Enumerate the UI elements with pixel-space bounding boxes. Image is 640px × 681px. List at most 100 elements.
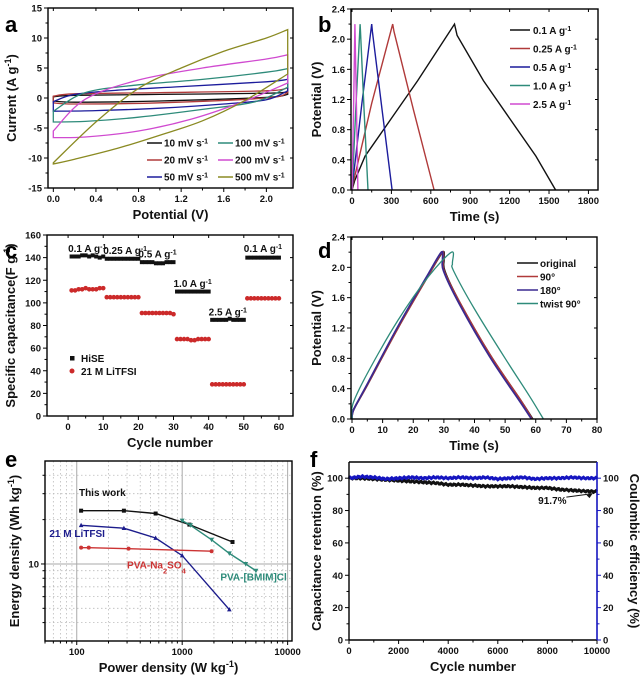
x-tick-label: 1000: [172, 647, 193, 658]
legend-label: 0.5 A g-1: [533, 63, 571, 75]
legend-label: 0.25 A g-1: [533, 44, 577, 56]
ragone-point: [179, 518, 185, 524]
litfsi-point: [171, 311, 176, 317]
y-tick-label: 1.6: [332, 293, 345, 304]
x-tick-label: 2000: [388, 646, 409, 657]
ragone-point: [86, 545, 91, 550]
ragone-point: [243, 561, 249, 567]
litfsi-point: [86, 287, 92, 292]
y-axis-title: Energy density (Wh kg-1): [6, 475, 22, 628]
y-tick-label: 0.8: [332, 125, 345, 136]
litfsi-point: [167, 310, 173, 316]
litfsi-point: [241, 382, 247, 387]
x-axis-title: Time (s): [450, 209, 500, 224]
panel-letter-c: c: [5, 238, 17, 263]
x-tick-label: 10: [98, 422, 109, 433]
x-tick-label: 0: [65, 422, 70, 433]
y-tick-label: 2.4: [332, 5, 346, 16]
series-label: PVA-Na2SO4: [127, 561, 187, 576]
x-tick-label: 50: [239, 422, 250, 433]
ragone-point: [121, 508, 126, 513]
litfsi-point: [276, 296, 282, 301]
litfsi-point: [150, 310, 155, 316]
y-tick-label-right: 80: [603, 506, 614, 517]
litfsi-point: [153, 310, 159, 316]
gcd-curve: [351, 250, 533, 420]
legend-marker: [69, 368, 75, 374]
coulombic-series: [347, 473, 598, 482]
litfsi-point: [164, 310, 169, 316]
x-axis-title: Cycle number: [127, 435, 213, 450]
y-tick-label: 5: [37, 64, 43, 75]
rate-label: 0.1 A g-1: [244, 243, 282, 255]
legend: 10 mV s-1 100 mV s-1 20 mV s-1 200 mV s-1 50…: [147, 138, 285, 184]
litfsi-point: [129, 294, 134, 300]
litfsi-point: [206, 336, 211, 342]
panel-letter-d: d: [318, 238, 331, 263]
x-tick-label: 10: [377, 425, 388, 436]
rate-label: 0.1 A g-1: [68, 243, 106, 255]
gcd-curve: [350, 251, 544, 420]
y-tick-label-right: 20: [603, 603, 614, 614]
litfsi-point: [72, 288, 78, 293]
rate-label: 0.5 A g-1: [138, 249, 176, 261]
x-tick-label: 1.6: [217, 194, 230, 205]
litfsi-point: [178, 336, 183, 342]
y-tick-label-right: 60: [603, 538, 614, 549]
gcd-curve: [351, 22, 557, 191]
litfsi-point: [259, 296, 264, 301]
legend-label: twist 90°: [540, 300, 581, 311]
y-tick-label: 1.6: [332, 65, 345, 76]
y-tick-label: 160: [25, 231, 41, 242]
y-tick-label: 1.2: [332, 324, 345, 335]
y-tick-label: 60: [332, 538, 343, 549]
y-tick-label: 0: [338, 636, 343, 647]
ragone-point: [126, 546, 131, 551]
litfsi-point: [262, 296, 268, 301]
litfsi-point: [255, 296, 261, 301]
litfsi-point: [76, 287, 81, 292]
legend: original 90° 180° twist 90°: [517, 259, 581, 311]
hise-segment: [141, 260, 174, 265]
litfsi-point: [213, 382, 218, 387]
y-tick-label: 0.0: [332, 415, 345, 426]
litfsi-point: [125, 294, 131, 300]
grid: [44, 461, 292, 641]
x-tick-label: 0.8: [132, 194, 145, 205]
retention-annotation: 91.7%: [538, 496, 566, 507]
x-tick-label: 0.0: [47, 194, 60, 205]
y-tick-label: 0.4: [332, 155, 346, 166]
panel-c-rate-capability: 0.1 A g-10.25 A g-10.5 A g-11.0 A g-12.5…: [2, 231, 294, 450]
y-tick-label: 0.0: [332, 186, 345, 197]
litfsi-point: [209, 382, 215, 387]
x-tick-label: 0.4: [89, 194, 103, 205]
litfsi-point: [107, 294, 113, 300]
y-tick-label: 2.0: [332, 35, 345, 46]
litfsi-point: [252, 296, 257, 301]
rate-label: 0.25 A g-1: [103, 246, 147, 258]
y-tick-label: 20: [332, 603, 343, 614]
litfsi-point: [269, 296, 275, 301]
litfsi-point: [132, 294, 138, 300]
x-tick-label: 6000: [487, 646, 508, 657]
y-axis-title: Specific capacitance(F g-1): [2, 243, 18, 407]
y-axis-title-right: Coulombic efficiency (%): [627, 474, 640, 629]
litfsi-point: [157, 310, 162, 316]
y-tick-label-right: 40: [603, 571, 614, 582]
legend-label: 2.5 A g-1: [533, 100, 571, 112]
legend-label: 90°: [540, 273, 555, 284]
annotation-arrow: [566, 493, 593, 498]
y-tick-label: 100: [327, 474, 343, 485]
panel-letter-f: f: [310, 447, 318, 472]
x-tick-label: 40: [203, 422, 214, 433]
x-tick-label: 10000: [274, 647, 300, 658]
ragone-point: [209, 537, 215, 543]
x-tick-label: 0: [349, 196, 354, 207]
x-axis-title: Power density (W kg-1): [99, 659, 239, 675]
x-tick-label: 20: [408, 425, 419, 436]
legend-label: 20 mV s-1: [164, 155, 208, 167]
panel-a-cv-curves: 0.0 0.4 0.8 1.2 1.6 2.0 -15 -10 -5 0 5 10 15 Potentia…: [3, 4, 294, 222]
arrow-head-icon: [586, 493, 593, 499]
litfsi-point: [192, 337, 197, 343]
